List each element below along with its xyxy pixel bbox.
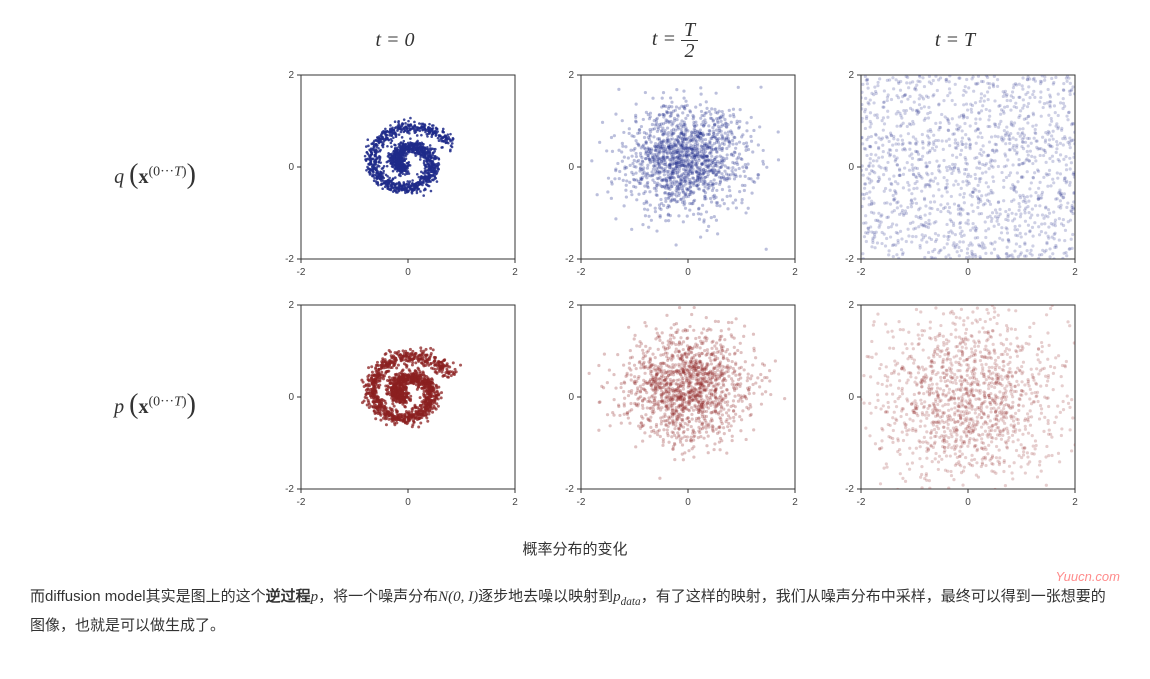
svg-text:0: 0 (965, 267, 971, 278)
svg-text:-2: -2 (285, 484, 294, 495)
svg-text:2: 2 (848, 70, 854, 81)
svg-text:0: 0 (405, 497, 411, 508)
svg-text:2: 2 (288, 300, 294, 311)
row-label-p: p (x(0···T)) (114, 389, 196, 421)
plot-q-tT: -2-2 0 0 2 2 (825, 65, 1085, 285)
plot-p-thalf: -2-20022 (545, 295, 805, 515)
watermark: Yuucn.com (1055, 565, 1120, 588)
plot-q-thalf: -2-2 0 0 2 2 (545, 65, 805, 285)
math-pdata: pdata (613, 589, 641, 605)
svg-text:0: 0 (568, 162, 574, 173)
text-d: 逐步地去噪以映射到 (478, 588, 613, 605)
plot-p-tT: -2-20022 (825, 295, 1085, 515)
svg-text:2: 2 (288, 70, 294, 81)
diffusion-figure-grid: t = 0 t = T2 t = T q (x(0···T)) -2-20022… (55, 20, 1095, 520)
body-paragraph: Yuucn.com 而diffusion model其实是图上的这个逆过程p，将… (30, 583, 1120, 639)
svg-text:0: 0 (685, 267, 691, 278)
svg-text:2: 2 (512, 267, 518, 278)
svg-text:2: 2 (1072, 267, 1078, 278)
svg-text:-2: -2 (297, 497, 306, 508)
svg-text:-2: -2 (577, 267, 586, 278)
svg-text:2: 2 (568, 70, 574, 81)
row-label-q: q (x(0···T)) (114, 159, 196, 191)
svg-text:0: 0 (848, 162, 854, 173)
text-b-bold: 逆过程 (266, 588, 311, 605)
plot-p-t0: -2-2 0 0 2 2 (265, 295, 525, 515)
svg-text:2: 2 (512, 497, 518, 508)
svg-text:0: 0 (288, 162, 294, 173)
svg-text:-2: -2 (845, 254, 854, 265)
svg-text:0: 0 (405, 267, 411, 278)
svg-text:2: 2 (792, 267, 798, 278)
col-header-t1: t = T2 (652, 20, 698, 61)
svg-text:-2: -2 (565, 254, 574, 265)
svg-text:0: 0 (288, 392, 294, 403)
plot-q-t0: -2-2 0 0 2 2 (265, 65, 525, 285)
figure-caption: 概率分布的变化 (20, 538, 1130, 559)
svg-text:-2: -2 (297, 267, 306, 278)
col-header-t2: t = T (935, 29, 975, 52)
svg-text:-2: -2 (857, 267, 866, 278)
col-header-t0: t = 0 (375, 29, 414, 52)
text-c: ，将一个噪声分布 (318, 588, 438, 605)
math-N: N(0, I) (438, 589, 478, 605)
text-a: 而diffusion model其实是图上的这个 (30, 588, 266, 605)
svg-text:-2: -2 (285, 254, 294, 265)
